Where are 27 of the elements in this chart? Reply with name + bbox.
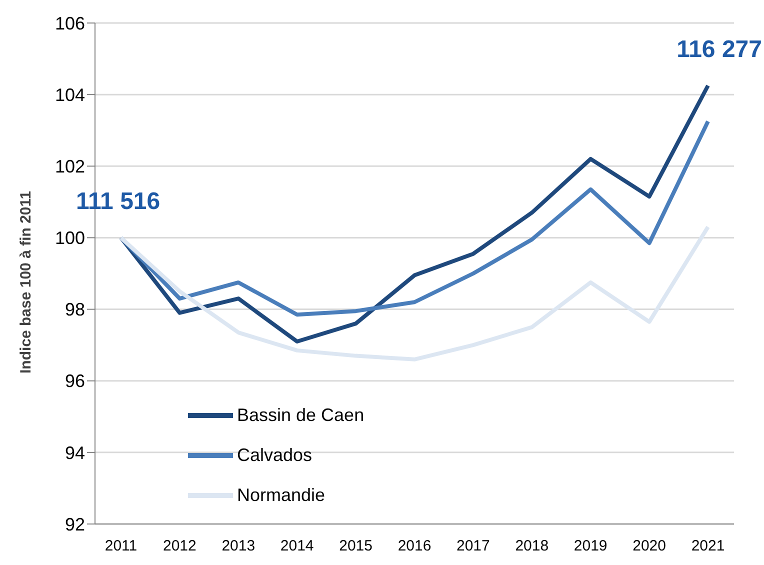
x-tick-label: 2014 bbox=[280, 538, 314, 555]
x-tick-label: 2018 bbox=[515, 538, 549, 555]
x-tick-label: 2017 bbox=[456, 538, 490, 555]
y-tick-label: 100 bbox=[54, 228, 85, 248]
x-tick-label: 2015 bbox=[339, 538, 372, 555]
annotation: 116 277 bbox=[676, 36, 762, 63]
line-series bbox=[119, 84, 710, 344]
y-tick-label: 92 bbox=[64, 514, 85, 534]
y-tick-label: 104 bbox=[54, 84, 85, 105]
x-tick-label: 2019 bbox=[574, 538, 608, 555]
y-tick-label: 106 bbox=[54, 13, 85, 34]
legend-label: Bassin de Caen bbox=[237, 404, 364, 426]
y-tick-label: 96 bbox=[64, 371, 85, 392]
x-tick-label: 2020 bbox=[632, 538, 666, 555]
x-tick-label: 2011 bbox=[104, 538, 138, 555]
y-tick-label: 98 bbox=[64, 300, 85, 320]
line-series bbox=[119, 119, 710, 317]
x-tick-label: 2016 bbox=[398, 538, 432, 555]
x-tick-label: 2012 bbox=[163, 538, 196, 555]
x-tick-label: 2021 bbox=[691, 538, 725, 555]
y-tick-label: 102 bbox=[54, 156, 85, 177]
y-axis-title: Indice base 100 à fin 2011 bbox=[17, 190, 34, 374]
y-tick-label: 94 bbox=[64, 442, 85, 463]
x-tick-label: 2013 bbox=[222, 538, 256, 555]
legend-label: Normandie bbox=[237, 484, 326, 506]
legend-label: Calvados bbox=[237, 444, 312, 466]
line-series bbox=[119, 224, 710, 362]
